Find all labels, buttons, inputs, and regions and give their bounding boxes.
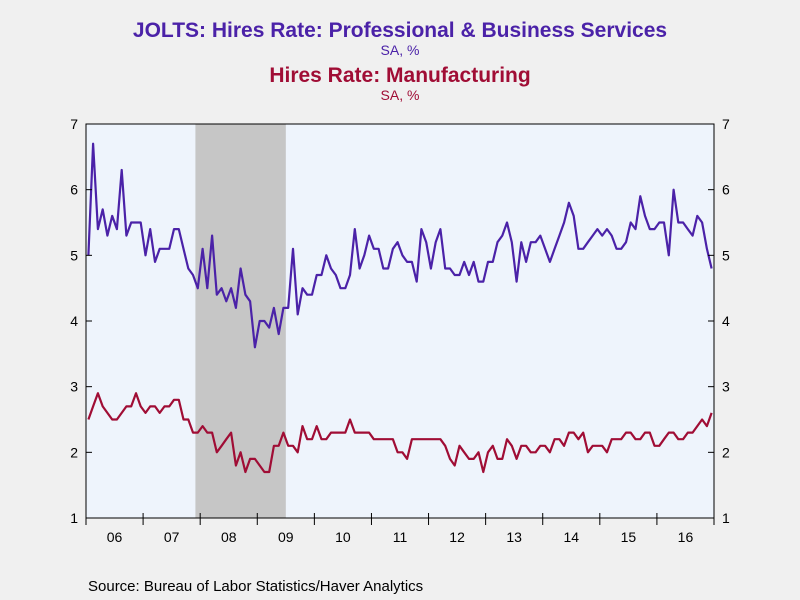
- x-tick-label: 12: [449, 529, 465, 545]
- series-line-professional-business-services: [87, 142, 713, 349]
- x-tick-label: 15: [621, 529, 637, 545]
- x-tick-label: 07: [164, 529, 180, 545]
- plot-area: [86, 124, 714, 518]
- series1-unit: SA, %: [380, 42, 420, 58]
- y-tick-label-right: 2: [722, 444, 730, 460]
- x-tick-label: 09: [278, 529, 294, 545]
- y-tick-label-right: 5: [722, 247, 730, 263]
- y-tick-label-right: 7: [722, 116, 730, 132]
- y-tick-label-right: 3: [722, 379, 730, 395]
- x-tick-label: 13: [506, 529, 522, 545]
- y-tick-label-right: 6: [722, 182, 730, 198]
- y-tick-label-left: 2: [70, 444, 78, 460]
- x-tick-label: 08: [221, 529, 237, 545]
- x-tick-label: 14: [563, 529, 579, 545]
- y-tick-label-right: 4: [722, 313, 730, 329]
- x-tick-label: 06: [107, 529, 123, 545]
- series1-title: JOLTS: Hires Rate: Professional & Busine…: [132, 19, 668, 42]
- y-tick-label-left: 1: [70, 510, 78, 526]
- x-tick-label: 10: [335, 529, 351, 545]
- y-tick-label-left: 5: [70, 247, 78, 263]
- series2-unit: SA, %: [380, 87, 420, 103]
- source-note: Source: Bureau of Labor Statistics/Haver…: [88, 578, 424, 595]
- y-tick-label-left: 3: [70, 379, 78, 395]
- x-tick-label: 11: [393, 529, 408, 545]
- series-line-manufacturing: [87, 392, 713, 474]
- x-tick-label: 16: [678, 529, 694, 545]
- series2-title: Hires Rate: Manufacturing: [269, 64, 531, 87]
- y-tick-label-left: 6: [70, 182, 78, 198]
- y-tick-label-left: 4: [70, 313, 78, 329]
- y-tick-label-left: 7: [70, 116, 78, 132]
- y-tick-label-right: 1: [722, 510, 730, 526]
